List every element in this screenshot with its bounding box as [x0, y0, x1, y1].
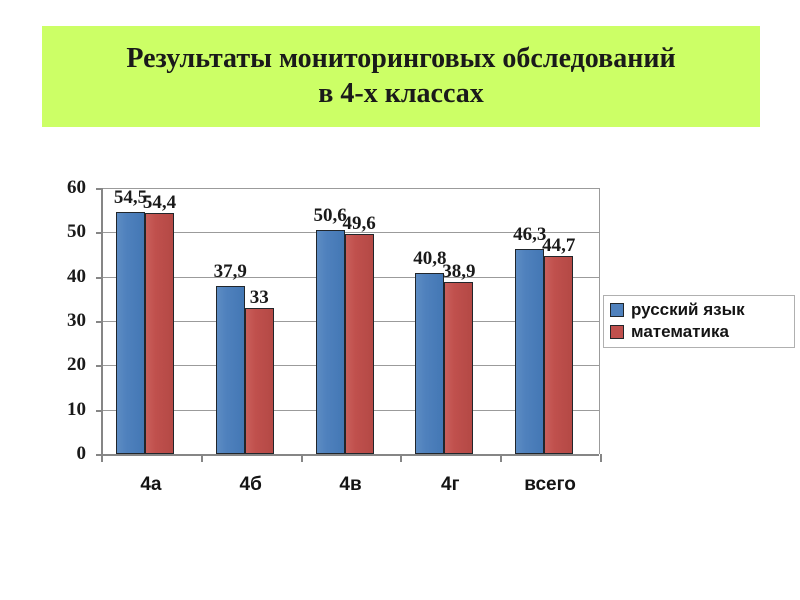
y-axis-tick	[96, 454, 103, 456]
bar-russian[interactable]	[415, 273, 445, 454]
y-axis-tick-label: 20	[67, 354, 86, 376]
legend-swatch-icon	[610, 303, 624, 317]
category-label: 4а	[140, 474, 162, 495]
gridline	[103, 232, 599, 234]
y-axis-tick	[96, 232, 103, 235]
bar-value-label: 54,4	[142, 191, 177, 213]
gridline	[103, 454, 599, 456]
y-axis-tick	[96, 321, 103, 323]
gridline	[103, 188, 599, 189]
bar-russian[interactable]	[116, 212, 145, 454]
bar-math[interactable]	[344, 234, 374, 454]
plot-area: 54,5 54,4 37,9 33 50,6 49,6 40,8 38,9 46,3 44,7	[96, 187, 602, 456]
page-title: Результаты мониторинговых обследований в…	[126, 43, 676, 109]
bar-value-label: 44,7	[542, 234, 576, 256]
category-label: всего	[524, 474, 576, 495]
y-axis-tick	[96, 365, 103, 368]
y-axis-tick-label: 60	[67, 177, 86, 198]
y-axis-tick-label: 40	[67, 265, 86, 287]
category-tick	[600, 454, 602, 462]
bar-math[interactable]	[544, 255, 574, 454]
y-axis-tick-label: 0	[76, 443, 87, 464]
bar-russian[interactable]	[515, 248, 545, 454]
bar-value-label: 38,9	[442, 260, 476, 282]
legend-label: русский язык	[631, 300, 745, 319]
y-axis-tick	[96, 188, 103, 190]
bar-value-label: 54,5	[113, 187, 148, 209]
bar-russian[interactable]	[315, 229, 345, 454]
legend-label: математика	[631, 322, 729, 341]
category-tick	[500, 454, 503, 462]
chart-legend: русский язык математика	[603, 295, 795, 348]
bar-value-label: 37,9	[213, 260, 247, 282]
bar-group	[103, 188, 203, 454]
category-label: 4б	[239, 474, 262, 495]
category-label: 4г	[441, 474, 460, 495]
bar-group	[502, 188, 602, 454]
category-tick	[400, 454, 403, 462]
category-tick	[200, 454, 203, 462]
y-axis-tick	[96, 276, 103, 279]
y-axis-tick	[96, 409, 103, 412]
bar-math[interactable]	[244, 307, 274, 454]
bar-value-label: 40,8	[413, 248, 447, 270]
category-tick	[101, 454, 103, 462]
category-tick	[300, 454, 303, 462]
slide-title-band: Результаты мониторинговых обследований в…	[42, 26, 760, 127]
bar-group	[203, 188, 303, 454]
bar-group	[303, 188, 403, 454]
bar-math[interactable]	[444, 281, 474, 454]
bar-russian[interactable]	[215, 285, 245, 454]
y-axis-tick-label: 10	[67, 398, 86, 420]
legend-item[interactable]: математика	[610, 321, 790, 343]
bar-value-label: 50,6	[313, 204, 347, 226]
legend-swatch-icon	[610, 325, 624, 339]
bar-chart: 0 10 20 30 40 50 60 54,5 54,4 37,9 33 50,6 49,6 40,8…	[0, 150, 800, 510]
bar-value-label: 46,3	[513, 223, 547, 245]
bar-value-label: 49,6	[342, 213, 376, 235]
y-axis-tick-label: 50	[67, 221, 86, 243]
bar-value-label: 33	[249, 286, 269, 308]
legend-item[interactable]: русский язык	[610, 299, 790, 321]
category-label: 4в	[339, 474, 362, 495]
bar-math[interactable]	[145, 212, 174, 454]
y-axis-tick-label: 30	[67, 310, 86, 331]
bar-group	[402, 188, 502, 454]
category-axis: 4а 4б 4в 4г всего	[101, 454, 602, 495]
